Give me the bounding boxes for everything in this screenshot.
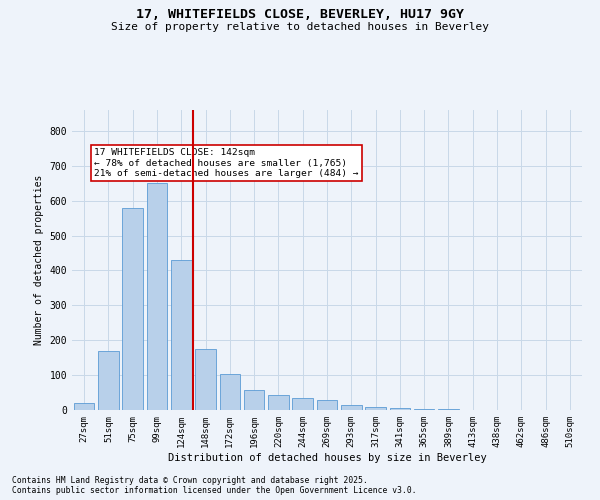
Bar [220, 374, 240, 410]
Text: Size of property relative to detached houses in Beverley: Size of property relative to detached ho… [111, 22, 489, 32]
Bar [341, 405, 362, 410]
Bar [317, 400, 337, 410]
X-axis label: Distribution of detached houses by size in Beverley: Distribution of detached houses by size … [167, 452, 487, 462]
Text: Contains public sector information licensed under the Open Government Licence v3: Contains public sector information licen… [12, 486, 416, 495]
Bar [292, 398, 313, 410]
Bar [146, 184, 167, 410]
Bar [122, 208, 143, 410]
Y-axis label: Number of detached properties: Number of detached properties [34, 175, 44, 345]
Bar [74, 403, 94, 410]
Text: 17, WHITEFIELDS CLOSE, BEVERLEY, HU17 9GY: 17, WHITEFIELDS CLOSE, BEVERLEY, HU17 9G… [136, 8, 464, 20]
Bar [195, 349, 216, 410]
Bar [414, 408, 434, 410]
Text: 17 WHITEFIELDS CLOSE: 142sqm
← 78% of detached houses are smaller (1,765)
21% of: 17 WHITEFIELDS CLOSE: 142sqm ← 78% of de… [94, 148, 358, 178]
Bar [389, 408, 410, 410]
Bar [244, 390, 265, 410]
Bar [268, 396, 289, 410]
Bar [171, 260, 191, 410]
Text: Contains HM Land Registry data © Crown copyright and database right 2025.: Contains HM Land Registry data © Crown c… [12, 476, 368, 485]
Bar [98, 350, 119, 410]
Bar [365, 407, 386, 410]
